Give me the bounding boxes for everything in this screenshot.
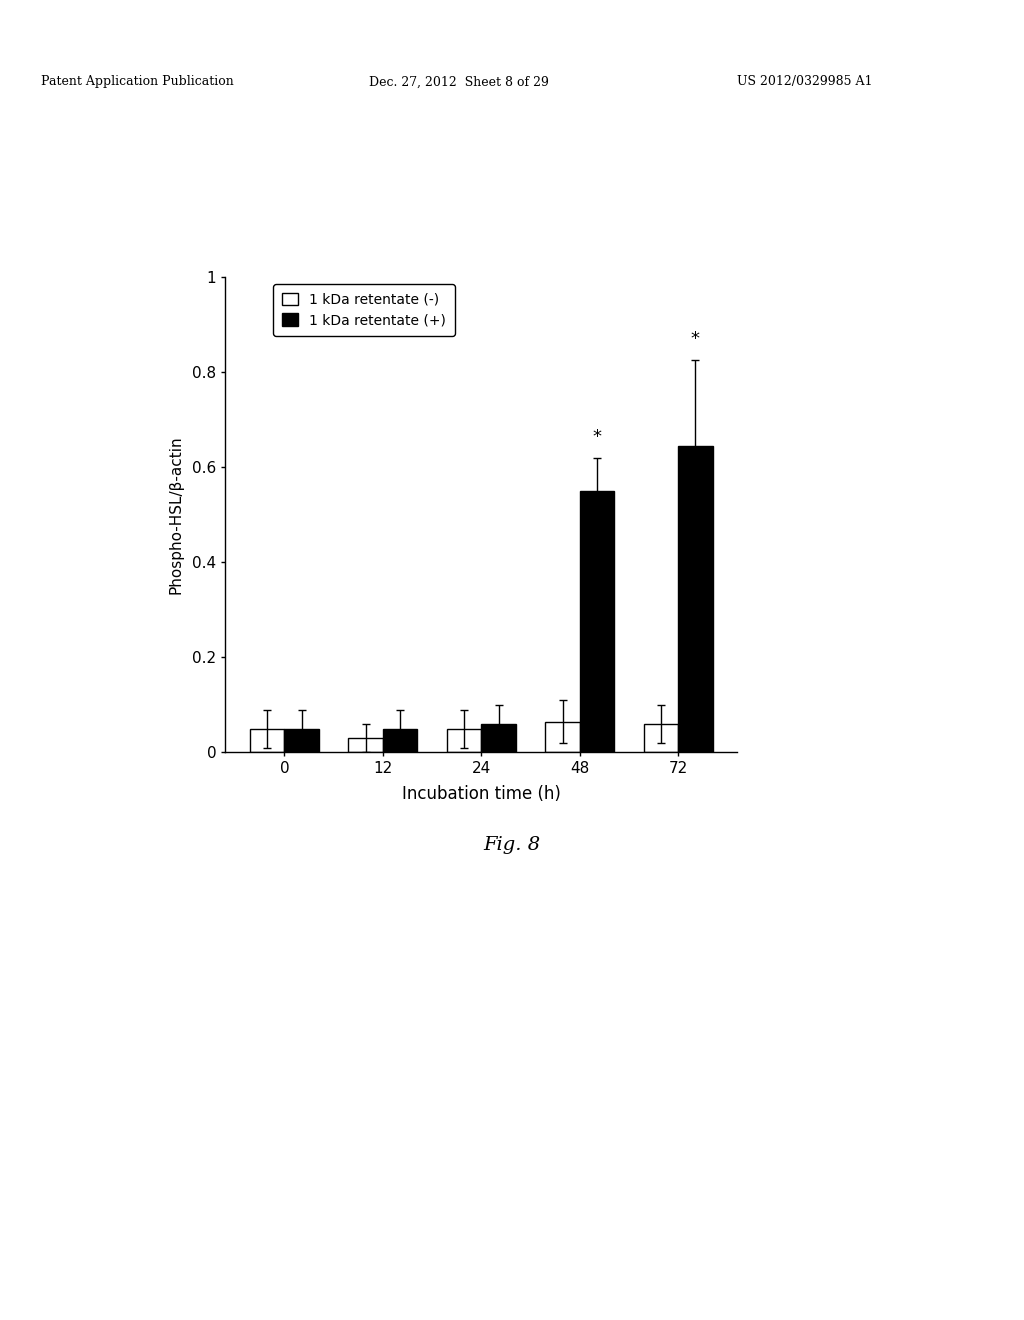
Bar	[285, 729, 318, 752]
X-axis label: Incubation time (h): Incubation time (h)	[401, 785, 561, 803]
Bar	[644, 723, 678, 752]
Text: *: *	[593, 428, 601, 446]
Y-axis label: Phospho-HSL/β-actin: Phospho-HSL/β-actin	[169, 436, 183, 594]
Bar	[678, 446, 713, 752]
Bar	[383, 729, 418, 752]
Text: Fig. 8: Fig. 8	[483, 836, 541, 854]
Text: Patent Application Publication: Patent Application Publication	[41, 75, 233, 88]
Text: Dec. 27, 2012  Sheet 8 of 29: Dec. 27, 2012 Sheet 8 of 29	[369, 75, 549, 88]
Text: *: *	[691, 330, 700, 348]
Bar	[446, 729, 481, 752]
Legend: 1 kDa retentate (-), 1 kDa retentate (+): 1 kDa retentate (-), 1 kDa retentate (+)	[273, 284, 455, 335]
Bar	[546, 722, 580, 752]
Bar	[481, 723, 516, 752]
Bar	[348, 738, 383, 752]
Bar	[250, 729, 285, 752]
Text: US 2012/0329985 A1: US 2012/0329985 A1	[737, 75, 872, 88]
Bar	[580, 491, 614, 752]
